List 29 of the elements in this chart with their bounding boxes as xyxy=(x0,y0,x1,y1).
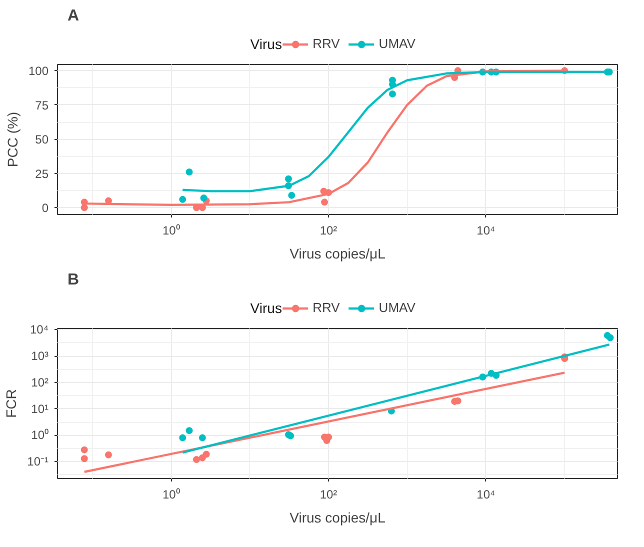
legend-label: RRV xyxy=(312,300,340,316)
y-tick-label: 75 xyxy=(35,98,49,112)
x-tick-label: 10⁰ xyxy=(162,488,180,502)
y-tick-label: 25 xyxy=(35,166,49,181)
chart-title: A xyxy=(68,8,80,24)
y-tick-label: 10¹ xyxy=(31,402,49,416)
x-tick-label: 10² xyxy=(320,488,338,502)
y-tick-label: 10⁻¹ xyxy=(27,454,49,469)
y-tick-label: 10⁰ xyxy=(31,428,49,442)
y-tick-label: 10⁴ xyxy=(30,322,49,337)
x-tick-label: 10⁴ xyxy=(476,224,496,238)
legend-label: UMAV xyxy=(378,36,416,52)
legend-title: Virus xyxy=(250,36,282,52)
y-tick-label: 100 xyxy=(28,64,49,78)
x-tick-label: 10⁴ xyxy=(476,488,496,502)
x-axis-title: Virus copies/μL xyxy=(290,510,386,526)
chart-title: B xyxy=(68,272,80,288)
y-axis-title: PCC (%) xyxy=(4,112,20,168)
y-tick-label: 10² xyxy=(31,375,49,390)
y-tick-label: 0 xyxy=(42,201,49,216)
x-tick-label: 10² xyxy=(320,224,338,238)
y-tick-label: 50 xyxy=(35,132,49,147)
legend-title: Virus xyxy=(250,300,282,316)
legend-label: RRV xyxy=(312,36,340,52)
y-axis-title: FCR xyxy=(3,389,20,418)
x-tick-label: 10⁰ xyxy=(162,224,180,238)
x-axis-title: Virus copies/μL xyxy=(290,246,386,262)
legend-label: UMAV xyxy=(378,300,416,316)
y-tick-label: 10³ xyxy=(31,349,49,364)
